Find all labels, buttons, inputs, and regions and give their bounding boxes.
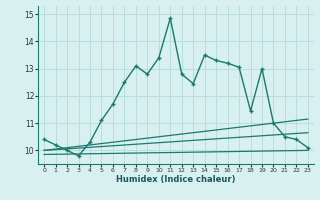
X-axis label: Humidex (Indice chaleur): Humidex (Indice chaleur) [116,175,236,184]
